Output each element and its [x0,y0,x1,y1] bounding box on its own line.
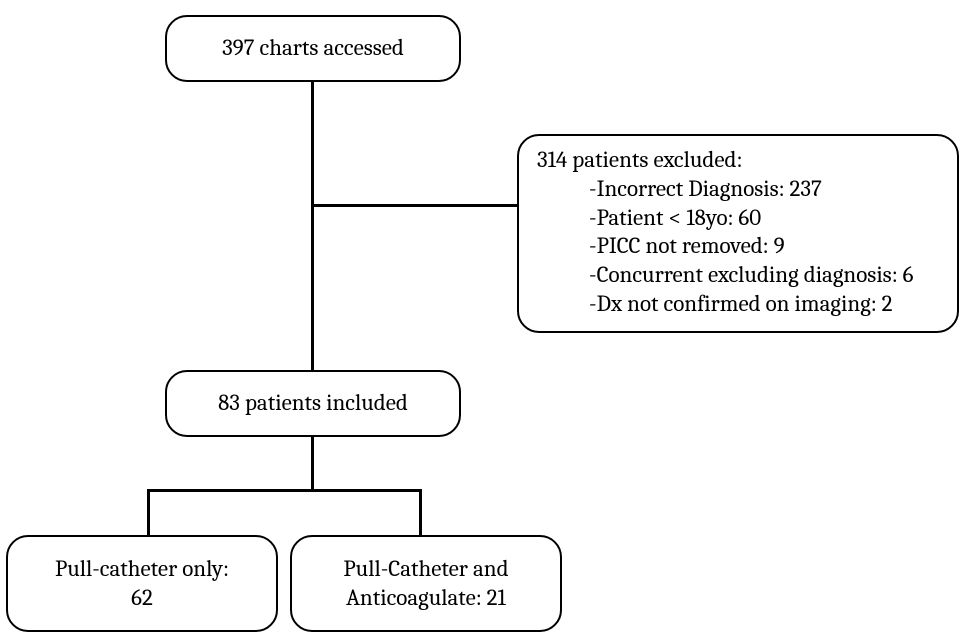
edge-to-pull-anticoag [419,489,422,536]
node-label: 83 patients included [218,389,408,418]
node-label-line1: Pull-Catheter and [343,555,508,584]
excluded-item: -Concurrent excluding diagnosis: 6 [589,261,939,290]
node-patients-included: 83 patients included [165,370,461,437]
node-pull-catheter-anticoagulate: Pull-Catheter and Anticoagulate: 21 [290,535,562,632]
node-label: 397 charts accessed [222,34,404,63]
excluded-item: -Dx not confirmed on imaging: 2 [589,290,939,319]
node-label-line1: Pull-catheter only: [55,555,229,584]
node-pull-catheter-only: Pull-catheter only: 62 [6,535,278,632]
excluded-title: 314 patients excluded: [537,146,939,175]
node-label-line2: 62 [55,584,229,613]
edge-split-bar [147,489,422,492]
excluded-item: -Patient < 18yo: 60 [589,204,939,233]
edge-to-pull-only [147,489,150,536]
excluded-item: -Incorrect Diagnosis: 237 [589,175,939,204]
node-label-line2: Anticoagulate: 21 [343,584,508,613]
excluded-item: -PICC not removed: 9 [589,232,939,261]
edge-accessed-to-included [311,82,314,370]
excluded-list: -Incorrect Diagnosis: 237 -Patient < 18y… [537,175,939,319]
node-patients-excluded: 314 patients excluded: -Incorrect Diagno… [517,134,959,333]
edge-to-excluded [311,204,518,207]
edge-included-to-split [311,437,314,491]
node-charts-accessed: 397 charts accessed [165,15,461,82]
flowchart-canvas: 397 charts accessed 314 patients exclude… [0,0,970,639]
